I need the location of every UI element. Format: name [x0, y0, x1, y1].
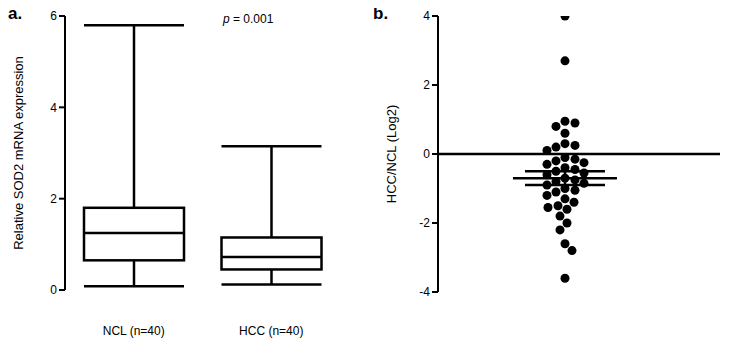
html-text:p = 0.001: p = 0.001 — [223, 12, 274, 26]
svg-text:Relative SOD2 mRNA expression: Relative SOD2 mRNA expression — [11, 56, 26, 250]
svg-text:2: 2 — [50, 192, 57, 206]
svg-text:-2: -2 — [419, 216, 430, 230]
html-text:b.: b. — [373, 4, 389, 23]
svg-text:2: 2 — [423, 78, 430, 92]
svg-text:0: 0 — [423, 147, 430, 161]
svg-text:-4: -4 — [419, 285, 430, 299]
svg-text:HCC/NCL (Log2): HCC/NCL (Log2) — [384, 105, 399, 204]
svg-text:4: 4 — [423, 9, 430, 23]
svg-text:0: 0 — [50, 283, 57, 297]
html-text:a.: a. — [8, 4, 23, 23]
svg-text:NCL (n=40): NCL (n=40) — [103, 324, 165, 338]
svg-text:6: 6 — [50, 9, 57, 23]
svg-text:HCC (n=40): HCC (n=40) — [239, 324, 303, 338]
svg-text:4: 4 — [50, 101, 57, 115]
